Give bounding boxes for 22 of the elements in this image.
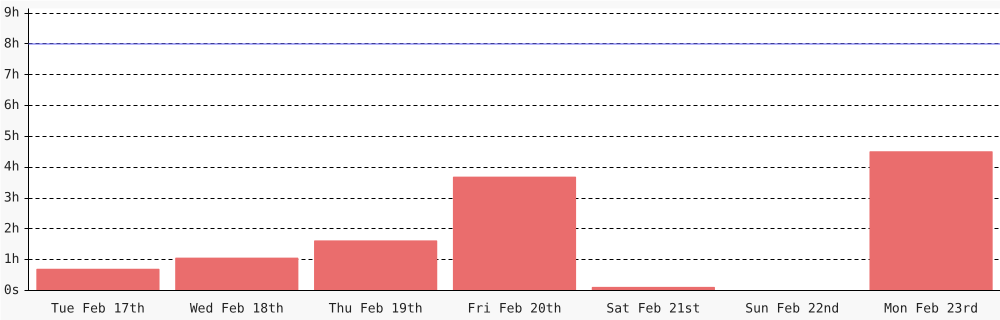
y-tick-label: 6h — [4, 98, 20, 114]
y-tick-label: 2h — [4, 221, 20, 236]
x-tick-label: Tue Feb 17th — [50, 302, 145, 316]
y-tick-label: 3h — [4, 190, 20, 206]
bar — [314, 240, 438, 290]
x-tick-label: Thu Feb 19th — [328, 302, 423, 316]
y-tick-label: 0s — [4, 283, 20, 298]
x-tick-label: Mon Feb 23rd — [884, 302, 978, 316]
y-tick-label: 1h — [4, 252, 20, 268]
y-tick-label: 9h — [4, 6, 20, 21]
bar — [452, 176, 576, 290]
x-tick-label: Sun Feb 22nd — [745, 302, 840, 316]
x-tick-label: Sat Feb 21st — [606, 302, 700, 316]
bar — [869, 151, 993, 290]
x-tick-label: Wed Feb 18th — [190, 302, 284, 316]
bar — [175, 258, 298, 290]
y-tick-label: 4h — [4, 160, 20, 175]
x-tick-label: Fri Feb 20th — [468, 302, 562, 316]
y-tick-label: 8h — [4, 36, 20, 52]
y-tick-label: 5h — [4, 128, 20, 144]
bar — [36, 268, 160, 290]
y-tick-label: 7h — [4, 67, 20, 82]
